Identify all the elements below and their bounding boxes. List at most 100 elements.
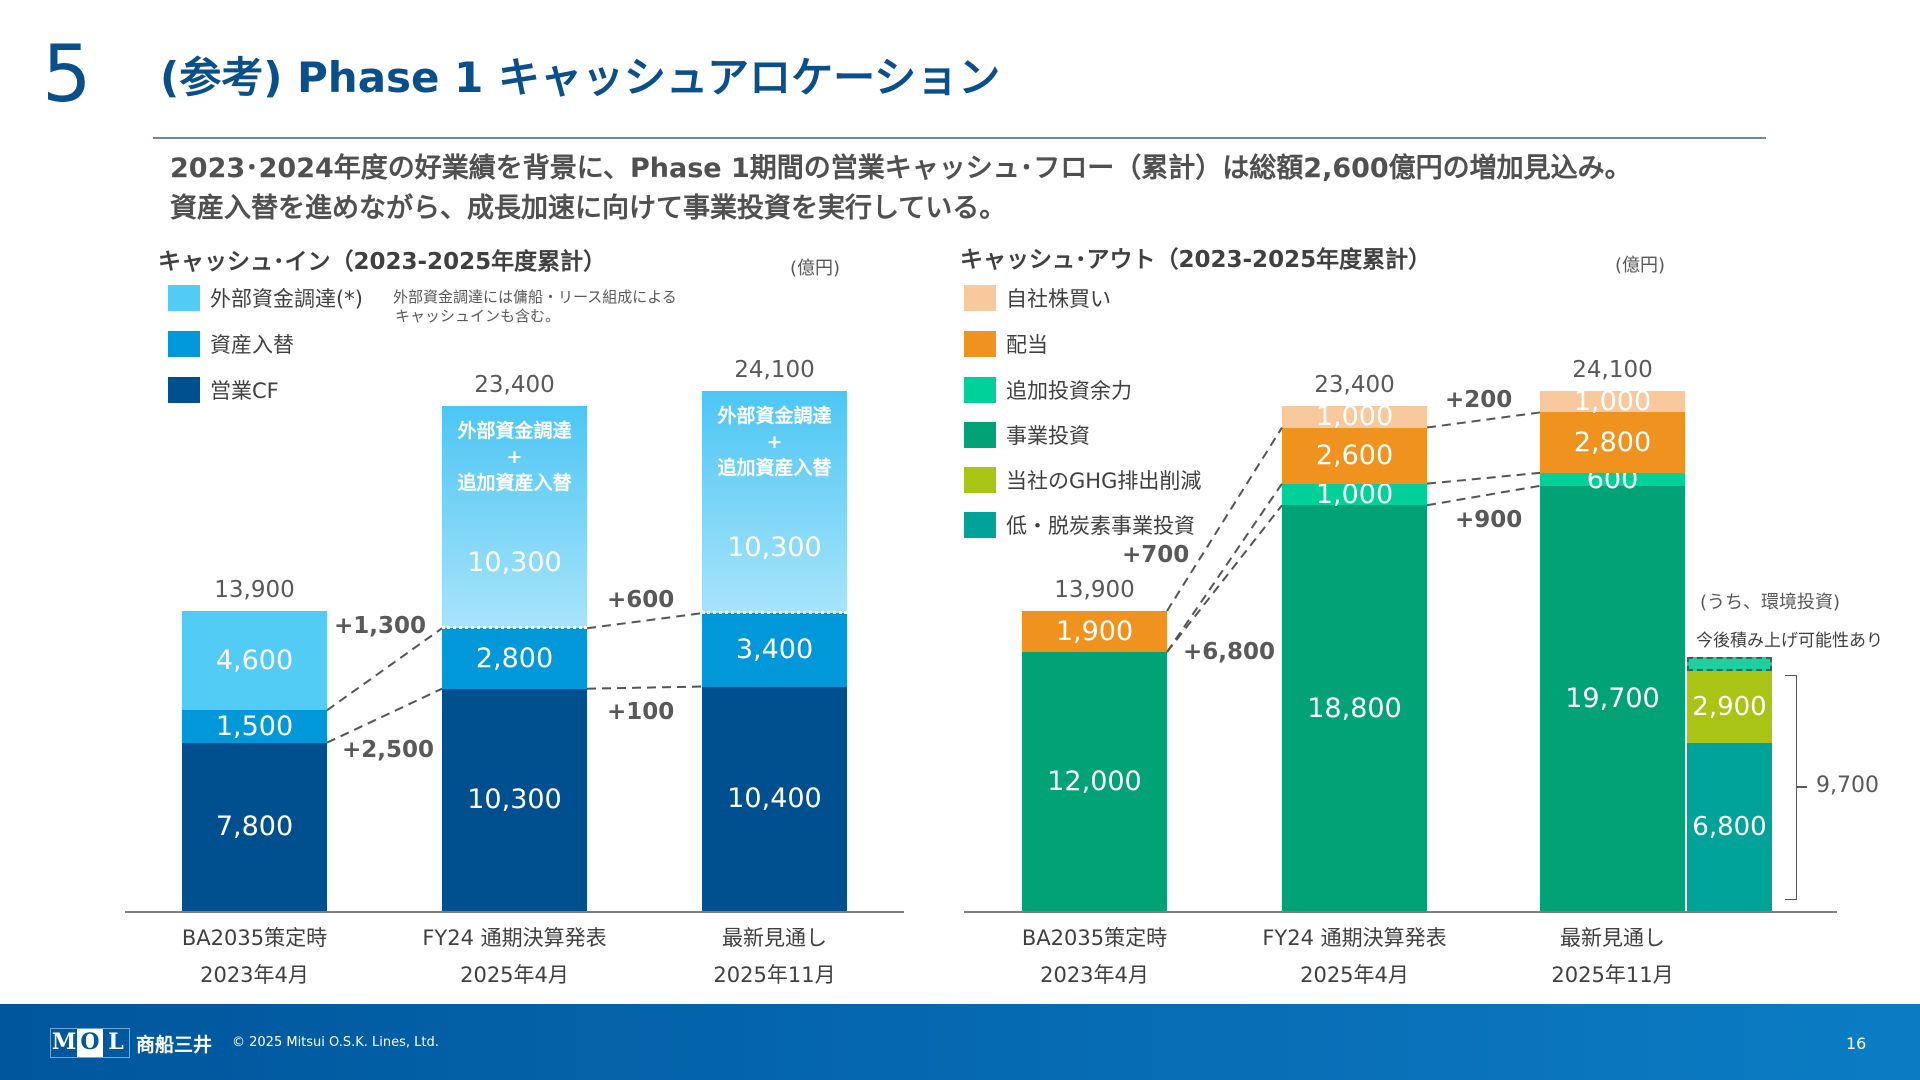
legend-swatch <box>168 377 200 403</box>
legend-business-investment: 事業投資 <box>964 420 1090 450</box>
bar-segment: 1,000 <box>1540 386 1685 417</box>
dotted-divider <box>702 611 847 615</box>
bar-segment: 10,300 <box>442 405 587 629</box>
bar-segment: 10,300 <box>702 390 847 614</box>
delta-label: +900 <box>1455 507 1523 533</box>
category-label: 最新見通し 2025年11月 <box>635 920 915 994</box>
connector-line <box>326 627 443 712</box>
category-line: FY24 通期決算発表 <box>1262 926 1447 950</box>
category-line: 2025年11月 <box>1551 963 1674 987</box>
delta-label: +100 <box>607 699 675 725</box>
connector-line <box>326 687 443 744</box>
cash-in-unit: (億円) <box>790 258 841 279</box>
category-line: 2023年4月 <box>1040 963 1149 987</box>
bar-total: 13,900 <box>214 577 295 603</box>
footnote-line: キャッシュインも含む。 <box>395 307 561 325</box>
bar-segment: 1,000 <box>1282 401 1427 432</box>
inner-caption-line: 外部資金調達 <box>457 419 572 442</box>
bar-segment: 10,300 <box>442 688 587 911</box>
category-label: BA2035策定時 2023年4月 <box>955 920 1235 994</box>
category-line: BA2035策定時 <box>181 926 328 950</box>
delta-label: +600 <box>607 587 675 613</box>
bar-segment: 19,700 <box>1540 485 1685 911</box>
bar-total: 24,100 <box>734 356 815 383</box>
category-label: 最新見通し 2025年11月 <box>1473 920 1753 994</box>
cash-in-axis <box>125 911 904 913</box>
legend-label: 当社のGHG排出削減 <box>1006 469 1202 493</box>
bar-total: 13,900 <box>1054 577 1135 603</box>
legend-ghg-reduction: 当社のGHG排出削減 <box>964 465 1201 495</box>
bar-segment: 2,800 <box>1540 412 1685 473</box>
bar-segment: 2,600 <box>1282 427 1427 484</box>
inner-caption-line: 追加資産入替 <box>717 456 832 479</box>
legend-swatch <box>168 331 200 357</box>
category-line: 2025年11月 <box>713 963 836 987</box>
legend-label: 追加投資余力 <box>1006 379 1132 403</box>
env-future-box <box>1687 657 1772 671</box>
title-divider <box>153 137 1766 139</box>
inner-caption-line: + <box>766 430 783 453</box>
legend-buyback: 自社株買い <box>964 283 1111 313</box>
copyright: © 2025 Mitsui O.S.K. Lines, Ltd. <box>232 1035 439 1050</box>
connector-line <box>1426 411 1541 429</box>
page-title: (参考) Phase 1 キャッシュアロケーション <box>160 53 1001 102</box>
connector-line <box>1166 427 1283 612</box>
legend-asset-replacement: 資産入替 <box>168 329 294 359</box>
dotted-divider <box>442 626 587 630</box>
cash-out-unit: (億円) <box>1615 255 1666 276</box>
bar-segment: 3,400 <box>702 613 847 687</box>
category-line: 2025年4月 <box>460 963 569 987</box>
legend-label: 営業CF <box>210 379 279 403</box>
headline-line-1: 2023･2024年度の好業績を背景に、Phase 1期間の営業キャッシュ･フロ… <box>170 153 1632 184</box>
bar-segment: 2,800 <box>442 628 587 689</box>
connector-line <box>1426 484 1541 507</box>
env-bracket <box>1785 675 1797 900</box>
connector-line <box>1426 471 1541 485</box>
bar-segment: 10,400 <box>702 686 847 911</box>
category-line: 2023年4月 <box>200 963 309 987</box>
delta-label: +2,500 <box>342 737 435 763</box>
legend-swatch <box>168 285 200 311</box>
headline-line-2: 資産入替を進めながら、成長加速に向けて事業投資を実行している。 <box>170 193 1007 224</box>
category-line: BA2035策定時 <box>1021 926 1168 950</box>
page-number: 16 <box>1846 1034 1867 1053</box>
bar-total: 23,400 <box>474 371 555 398</box>
connector-line <box>586 612 703 630</box>
footnote-line: 外部資金調達には傭船・リース組成による <box>393 288 677 306</box>
category-line: 最新見通し <box>722 926 827 950</box>
legend-footnote: 外部資金調達には傭船・リース組成による キャッシュインも含む。 <box>393 288 677 326</box>
connector-line <box>1166 483 1283 653</box>
env-bracket-tick <box>1797 786 1807 788</box>
bar-segment: 12,000 <box>1022 652 1167 911</box>
legend-label: 自社株買い <box>1006 287 1111 311</box>
cash-out-axis <box>964 911 1837 913</box>
cash-out-title: キャッシュ･アウト（2023-2025年度累計） <box>960 247 1432 273</box>
bar-segment: 1,500 <box>182 710 327 743</box>
legend-low-carbon: 低・脱炭素事業投資 <box>964 510 1195 540</box>
env-caption: (うち、環境投資) <box>1700 592 1841 613</box>
inner-caption-line: 外部資金調達 <box>717 404 832 427</box>
legend-dividend: 配当 <box>964 329 1048 359</box>
legend-label: 外部資金調達(*) <box>210 287 363 311</box>
inner-caption-line: + <box>506 445 523 468</box>
category-line: 最新見通し <box>1560 926 1665 950</box>
bar-segment: 7,800 <box>182 742 327 911</box>
legend-label: 資産入替 <box>210 333 294 357</box>
env-note: 今後積み上げ可能性あり <box>1696 631 1883 651</box>
category-label: FY24 通期決算発表 2025年4月 <box>1215 920 1495 994</box>
bar-total: 23,400 <box>1314 371 1395 398</box>
delta-label: +700 <box>1122 542 1190 568</box>
bar-segment: 1,900 <box>1022 611 1167 652</box>
delta-label: +6,800 <box>1183 639 1276 665</box>
category-label: FY24 通期決算発表 2025年4月 <box>375 920 655 994</box>
inner-caption-line: 追加資産入替 <box>457 471 572 494</box>
env-total: 9,700 <box>1816 773 1879 798</box>
bar-segment: 1,000 <box>1282 479 1427 510</box>
delta-label: +200 <box>1445 387 1513 413</box>
legend-operating-cf: 営業CF <box>168 375 279 405</box>
env-segment: 2,900 <box>1687 671 1772 743</box>
category-label: BA2035策定時 2023年4月 <box>115 920 395 994</box>
env-segment: 6,800 <box>1687 742 1772 911</box>
